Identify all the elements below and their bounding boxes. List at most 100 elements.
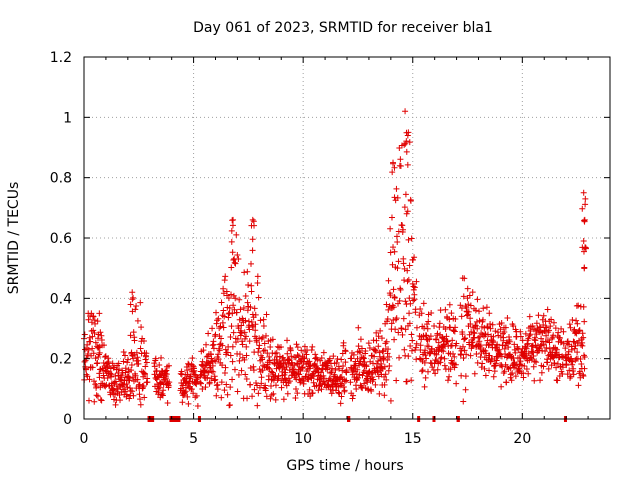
data-point: [108, 371, 115, 378]
data-point: [213, 382, 220, 389]
data-point: [474, 325, 481, 332]
data-point: [581, 365, 588, 372]
data-point: [387, 249, 394, 256]
data-point: [259, 354, 266, 361]
axis-ticks: [83, 56, 611, 420]
data-point: [388, 320, 395, 327]
data-point: [376, 390, 383, 397]
data-point: [486, 310, 493, 317]
data-point: [265, 364, 272, 371]
data-point: [458, 313, 465, 320]
data-point: [530, 363, 537, 370]
data-point: [124, 356, 131, 363]
data-point: [426, 336, 433, 343]
data-point: [342, 359, 349, 366]
data-point: [191, 367, 198, 374]
data-point: [296, 371, 303, 378]
data-point: [462, 386, 469, 393]
data-point: [229, 358, 236, 365]
data-point: [143, 350, 150, 357]
data-point: [498, 319, 505, 326]
data-point: [383, 301, 390, 308]
data-point: [221, 387, 228, 394]
y-axis-label: SRMTID / TECUs: [6, 182, 22, 295]
data-point: [249, 393, 256, 400]
data-point: [205, 330, 212, 337]
data-point: [365, 340, 372, 347]
data-point: [240, 305, 247, 312]
data-point: [236, 357, 243, 364]
data-point: [249, 216, 256, 223]
data-point: [341, 387, 348, 394]
data-point: [523, 345, 530, 352]
data-point: [249, 322, 256, 329]
data-point: [96, 349, 103, 356]
data-point: [425, 368, 432, 375]
data-point: [552, 325, 559, 332]
data-point: [122, 352, 129, 359]
data-point: [403, 148, 410, 155]
data-point: [471, 330, 478, 337]
data-point: [108, 373, 115, 380]
data-point: [134, 354, 141, 361]
data-point: [103, 381, 110, 388]
data-point: [557, 335, 564, 342]
data-point: [401, 204, 408, 211]
data-point: [218, 394, 225, 401]
data-point: [540, 341, 547, 348]
data-point: [285, 375, 292, 382]
data-point: [215, 356, 222, 363]
data-point: [84, 351, 91, 358]
data-point: [166, 379, 173, 386]
data-point: [365, 387, 372, 394]
data-point: [582, 201, 589, 208]
data-point: [421, 383, 428, 390]
data-point: [213, 320, 220, 327]
data-point: [94, 318, 101, 325]
data-point: [386, 353, 393, 360]
data-point: [253, 380, 260, 387]
data-point: [298, 347, 305, 354]
data-point: [487, 321, 494, 328]
data-point: [220, 285, 227, 292]
data-point: [543, 332, 550, 339]
data-point: [309, 372, 316, 379]
data-point: [391, 248, 398, 255]
data-point: [355, 343, 362, 350]
data-point: [184, 367, 191, 374]
data-point: [337, 400, 344, 407]
data-point: [98, 397, 105, 404]
data-point: [165, 362, 172, 369]
data-point: [237, 306, 244, 313]
y-tick-label: 0.8: [50, 171, 72, 187]
data-point: [569, 361, 576, 368]
data-point: [105, 355, 112, 362]
data-point: [401, 346, 408, 353]
data-point: [438, 354, 445, 361]
data-point: [222, 364, 229, 371]
data-point: [348, 355, 355, 362]
data-point: [252, 321, 259, 328]
data-point: [140, 338, 147, 345]
data-point: [381, 363, 388, 370]
data-point: [130, 294, 137, 301]
data-point: [486, 352, 493, 359]
data-point: [138, 324, 145, 331]
data-point: [355, 324, 362, 331]
data-point: [134, 376, 141, 383]
data-point: [338, 356, 345, 363]
data-point: [85, 316, 92, 323]
data-point: [356, 362, 363, 369]
data-point: [501, 345, 508, 352]
data-point: [390, 160, 397, 167]
data-point: [92, 355, 99, 362]
data-point: [423, 321, 430, 328]
data-point: [293, 341, 300, 348]
grid: [84, 57, 610, 419]
data-point: [218, 299, 225, 306]
data-point: [286, 378, 293, 385]
data-point: [203, 341, 210, 348]
y-tick-label: 0: [63, 412, 72, 428]
data-point: [284, 350, 291, 357]
data-point: [423, 355, 430, 362]
